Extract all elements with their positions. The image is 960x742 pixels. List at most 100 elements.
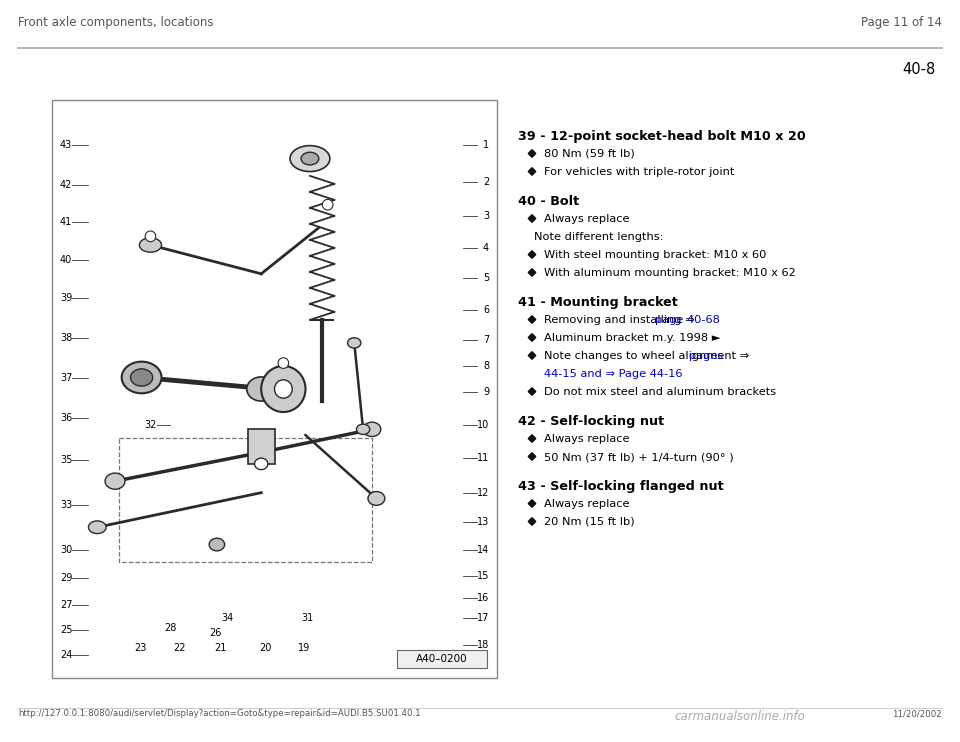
Polygon shape	[528, 150, 536, 157]
Text: 9: 9	[483, 387, 489, 397]
Polygon shape	[528, 269, 536, 276]
Ellipse shape	[254, 458, 268, 470]
Text: 5: 5	[483, 273, 489, 283]
Text: 39 - 12-point socket-head bolt M10 x 20: 39 - 12-point socket-head bolt M10 x 20	[518, 130, 805, 143]
Ellipse shape	[356, 424, 370, 435]
Text: 41: 41	[60, 217, 72, 227]
Text: 34: 34	[221, 613, 233, 623]
Text: 11: 11	[477, 453, 489, 463]
Text: With aluminum mounting bracket: M10 x 62: With aluminum mounting bracket: M10 x 62	[544, 268, 796, 278]
Text: 21: 21	[214, 643, 227, 653]
Text: 8: 8	[483, 361, 489, 371]
Text: Aluminum bracket m.y. 1998 ►: Aluminum bracket m.y. 1998 ►	[544, 333, 721, 343]
Text: 20 Nm (15 ft lb): 20 Nm (15 ft lb)	[544, 517, 635, 527]
Ellipse shape	[363, 422, 381, 436]
Text: Page 11 of 14: Page 11 of 14	[861, 16, 942, 29]
Polygon shape	[528, 334, 536, 341]
Text: 38: 38	[60, 333, 72, 343]
Ellipse shape	[290, 145, 330, 171]
Text: 18: 18	[477, 640, 489, 650]
Text: 37: 37	[60, 373, 72, 383]
Text: Do not mix steel and aluminum brackets: Do not mix steel and aluminum brackets	[544, 387, 776, 397]
Text: 1: 1	[483, 140, 489, 150]
Text: 3: 3	[483, 211, 489, 221]
Text: 40-8: 40-8	[902, 62, 936, 77]
Text: 35: 35	[60, 455, 72, 465]
Text: 44-15 and ⇒ Page 44-16: 44-15 and ⇒ Page 44-16	[544, 369, 683, 379]
Text: 22: 22	[174, 643, 186, 653]
Ellipse shape	[368, 491, 385, 505]
Polygon shape	[528, 168, 536, 175]
Ellipse shape	[122, 361, 161, 393]
Text: 39: 39	[60, 293, 72, 303]
Ellipse shape	[139, 237, 161, 252]
Bar	[52, 100, 497, 678]
Text: 28: 28	[164, 623, 177, 633]
Text: 10: 10	[477, 420, 489, 430]
Text: carmanualsonline.info: carmanualsonline.info	[675, 709, 805, 723]
Text: Always replace: Always replace	[544, 214, 630, 224]
Polygon shape	[528, 388, 536, 395]
Text: 36: 36	[60, 413, 72, 423]
Circle shape	[145, 231, 156, 242]
Text: 23: 23	[133, 643, 146, 653]
Text: 43 - Self-locking flanged nut: 43 - Self-locking flanged nut	[518, 480, 724, 493]
Text: 13: 13	[477, 517, 489, 527]
Ellipse shape	[88, 521, 107, 533]
Text: 32: 32	[144, 420, 156, 430]
Text: 24: 24	[60, 650, 72, 660]
Text: http://127.0.0.1:8080/audi/servlet/Display?action=Goto&type=repair&id=AUDI.B5.SU: http://127.0.0.1:8080/audi/servlet/Displ…	[18, 709, 420, 718]
Polygon shape	[528, 352, 536, 359]
Text: 12: 12	[476, 488, 489, 498]
Polygon shape	[528, 453, 536, 460]
Polygon shape	[528, 518, 536, 525]
Circle shape	[278, 358, 289, 368]
Text: 11/20/2002: 11/20/2002	[892, 709, 942, 718]
Text: Front axle components, locations: Front axle components, locations	[18, 16, 213, 29]
Polygon shape	[528, 499, 536, 508]
Text: Note changes to wheel alignment ⇒: Note changes to wheel alignment ⇒	[544, 351, 753, 361]
Text: Always replace: Always replace	[544, 499, 630, 509]
Text: 43: 43	[60, 140, 72, 150]
Text: A40–0200: A40–0200	[417, 654, 468, 664]
Text: 15: 15	[476, 571, 489, 581]
Text: Always replace: Always replace	[544, 434, 630, 444]
Ellipse shape	[275, 380, 292, 398]
Polygon shape	[528, 214, 536, 223]
Text: 30: 30	[60, 545, 72, 555]
Text: 42 - Self-locking nut: 42 - Self-locking nut	[518, 415, 664, 428]
Circle shape	[323, 200, 333, 210]
Bar	[397, 650, 487, 668]
Text: 25: 25	[60, 625, 73, 635]
Ellipse shape	[209, 538, 225, 551]
Text: Note different lengths:: Note different lengths:	[534, 232, 663, 242]
Text: 50 Nm (37 ft lb) + 1/4-turn (90° ): 50 Nm (37 ft lb) + 1/4-turn (90° )	[544, 452, 733, 462]
Ellipse shape	[348, 338, 361, 348]
Polygon shape	[528, 315, 536, 324]
Text: 29: 29	[60, 573, 72, 583]
FancyBboxPatch shape	[248, 430, 275, 464]
Text: For vehicles with triple-rotor joint: For vehicles with triple-rotor joint	[544, 167, 734, 177]
Ellipse shape	[301, 152, 319, 165]
Text: page 40-68: page 40-68	[655, 315, 720, 325]
Text: 16: 16	[477, 593, 489, 603]
Text: 40: 40	[60, 255, 72, 265]
Text: 40 - Bolt: 40 - Bolt	[518, 195, 579, 208]
Ellipse shape	[105, 473, 125, 489]
Text: 4: 4	[483, 243, 489, 253]
Text: 2: 2	[483, 177, 489, 187]
Text: 7: 7	[483, 335, 489, 345]
Text: 14: 14	[477, 545, 489, 555]
Polygon shape	[528, 251, 536, 258]
Text: 17: 17	[476, 613, 489, 623]
Ellipse shape	[247, 377, 276, 401]
Text: 27: 27	[60, 600, 73, 610]
Text: pages: pages	[689, 351, 723, 361]
Text: 26: 26	[209, 628, 221, 638]
Text: With steel mounting bracket: M10 x 60: With steel mounting bracket: M10 x 60	[544, 250, 766, 260]
Text: 20: 20	[259, 643, 271, 653]
Text: 41 - Mounting bracket: 41 - Mounting bracket	[518, 296, 678, 309]
Ellipse shape	[131, 369, 153, 386]
Text: 33: 33	[60, 500, 72, 510]
Text: 42: 42	[60, 180, 72, 190]
